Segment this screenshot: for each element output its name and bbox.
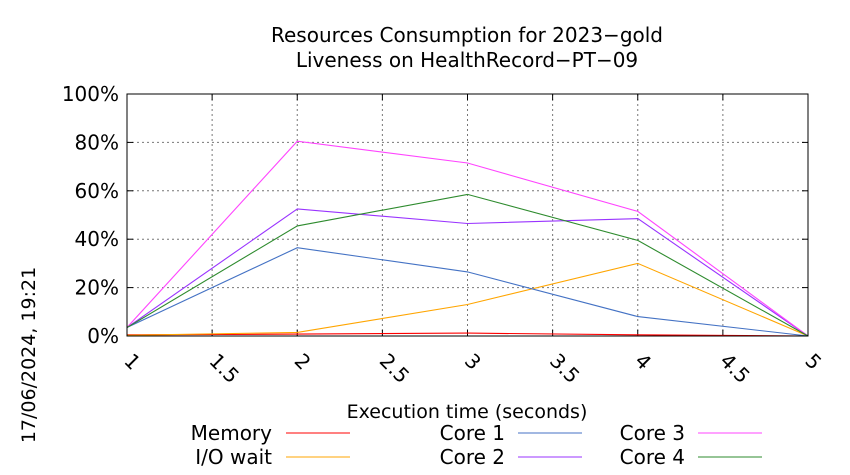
series-line-core-2 (126, 208, 809, 337)
x-tick-label: 4.5 (715, 349, 754, 388)
x-tick-label: 4 (630, 349, 656, 375)
x-tick-label: 1 (119, 349, 145, 375)
x-tick-label: 2.5 (375, 349, 414, 388)
legend-label-memory: Memory (191, 421, 273, 445)
y-tick-label: 20% (75, 276, 119, 300)
plot-frame (126, 93, 809, 337)
legend-label-core-1: Core 1 (440, 421, 505, 445)
series-line-i-o-wait (126, 262, 809, 337)
grid (127, 94, 808, 336)
y-axis-ticks: 0% 20% 40% 60% 80% 100% (62, 82, 808, 348)
legend-label-core-4: Core 4 (620, 445, 685, 469)
series-line-memory (126, 332, 809, 337)
x-tick-label: 2 (290, 349, 316, 375)
chart-title-line-2: Liveness on HealthRecord−PT−09 (296, 48, 638, 72)
y-tick-label: 100% (62, 82, 119, 106)
timestamp: 17/06/2024, 19:21 (18, 267, 40, 443)
series-line-core-4 (126, 193, 809, 337)
series-line-core-3 (126, 140, 809, 337)
legend-label-i-o-wait: I/O wait (195, 445, 272, 469)
y-tick-label: 80% (75, 130, 119, 154)
legend-label-core-3: Core 3 (620, 421, 685, 445)
series-line-core-1 (126, 247, 809, 337)
x-tick-label: 5 (800, 349, 826, 375)
x-tick-label: 1.5 (205, 349, 244, 388)
y-tick-label: 0% (87, 324, 119, 348)
y-tick-label: 40% (75, 227, 119, 251)
x-tick-label: 3 (460, 349, 486, 375)
x-axis-label: Execution time (seconds) (347, 401, 588, 423)
legend-label-core-2: Core 2 (440, 445, 505, 469)
chart-title-line-1: Resources Consumption for 2023−gold (271, 23, 663, 47)
x-axis-ticks: 1 1.5 2 2.5 3 3.5 4 4.5 5 (119, 94, 826, 388)
x-tick-label: 3.5 (545, 349, 584, 388)
y-tick-label: 60% (75, 179, 119, 203)
series-lines (126, 140, 809, 337)
